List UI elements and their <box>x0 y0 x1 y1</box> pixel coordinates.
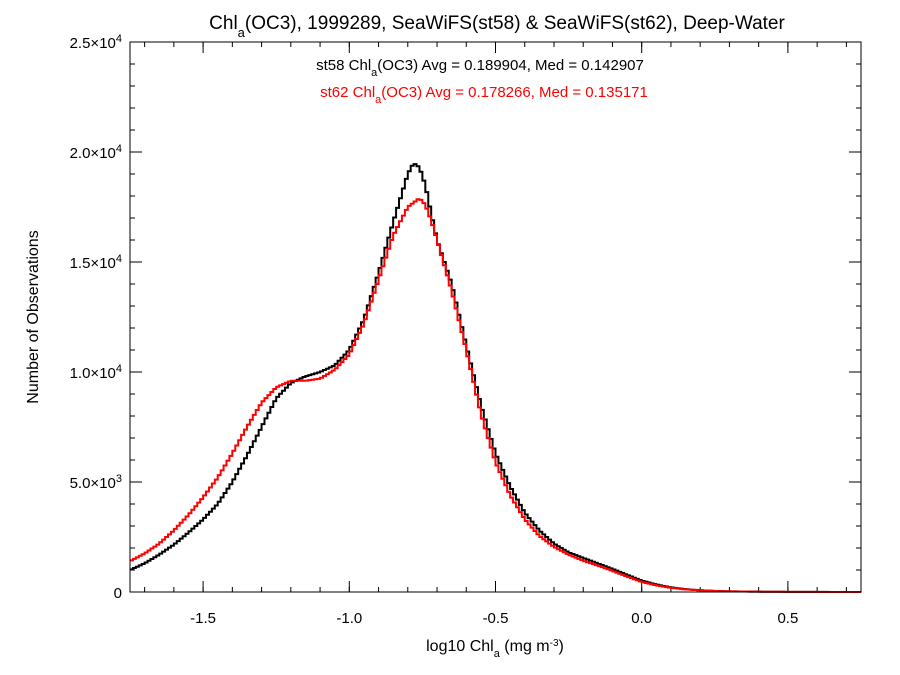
y-tick-label: 0 <box>114 585 122 602</box>
series-line-st58 <box>130 163 861 593</box>
y-tick-label: 5.0×103 <box>70 473 122 492</box>
series-line-st62 <box>130 198 861 593</box>
legend-entry-st58: st58 Chla(OC3) Avg = 0.189904, Med = 0.1… <box>316 57 644 79</box>
y-tick-label: 1.5×104 <box>70 253 122 272</box>
plot-frame <box>129 41 862 593</box>
x-tick-label: -0.5 <box>483 610 509 627</box>
x-axis-label: log10 Chla (mg m-3) <box>426 638 564 661</box>
x-tick-label: -1.0 <box>336 610 362 627</box>
chart-title: Chla(OC3), 1999289, SeaWiFS(st58) & SeaW… <box>209 13 785 40</box>
y-axis-label: Number of Observations <box>25 230 42 403</box>
x-tick-label: 0.0 <box>631 610 652 627</box>
x-tick-label: 0.5 <box>777 610 798 627</box>
y-tick-label: 1.0×104 <box>70 363 122 382</box>
y-tick-label: 2.5×104 <box>70 33 122 52</box>
y-tick-label: 2.0×104 <box>70 143 122 162</box>
legend-entry-st62: st62 Chla(OC3) Avg = 0.178266, Med = 0.1… <box>320 84 648 106</box>
x-tick-label: -1.5 <box>190 610 216 627</box>
